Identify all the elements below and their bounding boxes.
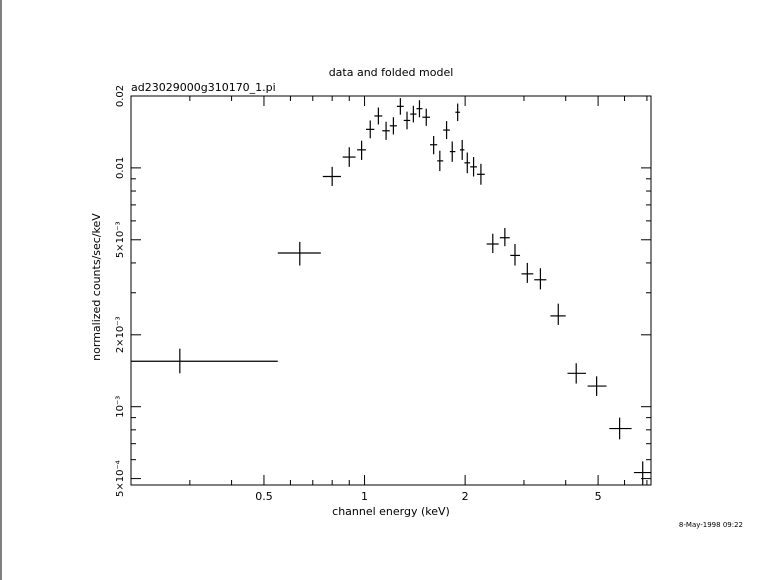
data-point: [521, 262, 534, 283]
data-point: [410, 105, 417, 123]
data-point: [277, 241, 321, 266]
data-point: [476, 163, 485, 185]
y-tick-label: 0.01: [115, 157, 126, 179]
x-tick-label: 0.5: [255, 490, 273, 503]
data-point: [365, 120, 375, 139]
x-tick-label: 5: [595, 490, 602, 503]
data-point: [609, 417, 632, 440]
data-point: [510, 244, 521, 266]
data-point: [470, 157, 477, 177]
data-point: [464, 152, 471, 174]
y-tick-label: 0.02: [115, 85, 126, 107]
plot-frame: [130, 95, 652, 486]
data-point: [422, 108, 430, 126]
data-point: [396, 98, 404, 115]
y-tick-label: 5×10⁻³: [115, 221, 126, 258]
data-point: [342, 147, 356, 167]
x-tick-label: 1: [361, 490, 368, 503]
data-point: [486, 233, 499, 254]
data-point: [389, 117, 397, 135]
data-point: [567, 363, 586, 384]
x-tick-labels: 0.5 1 2 5: [255, 490, 601, 503]
data-point: [382, 121, 390, 140]
data-point: [322, 166, 341, 186]
data-point: [534, 268, 547, 290]
axis-ticks: [130, 95, 651, 485]
data-point: [429, 135, 438, 155]
data-point: [443, 121, 450, 140]
y-axis-label: normalized counts/sec/keV: [90, 213, 103, 361]
data-point: [499, 228, 510, 247]
data-point: [459, 139, 465, 160]
data-point: [455, 103, 460, 122]
timestamp: 8-May-1998 09:22: [679, 521, 743, 529]
data-point: [357, 140, 366, 160]
x-axis-label: channel energy (keV): [332, 505, 450, 518]
y-tick-label: 5×10⁻⁴: [115, 460, 126, 497]
data-point: [449, 141, 456, 162]
data-point: [374, 107, 383, 125]
data-point: [131, 348, 278, 374]
y-tick-labels: 5×10⁻⁴ 10⁻³ 2×10⁻³ 5×10⁻³ 0.01 0.02: [115, 85, 126, 497]
data-point: [437, 150, 444, 172]
x-tick-label: 2: [462, 490, 469, 503]
y-tick-label: 10⁻³: [115, 396, 126, 418]
data-point: [403, 111, 411, 130]
data-point: [587, 376, 607, 396]
chart-subtitle: ad23029000g310170_1.pi: [131, 81, 276, 94]
chart-title: data and folded model: [329, 66, 454, 79]
data-points: [131, 98, 651, 485]
y-tick-label: 2×10⁻³: [115, 316, 126, 353]
data-point: [416, 100, 423, 118]
data-point: [550, 303, 566, 325]
data-point: [633, 461, 651, 485]
